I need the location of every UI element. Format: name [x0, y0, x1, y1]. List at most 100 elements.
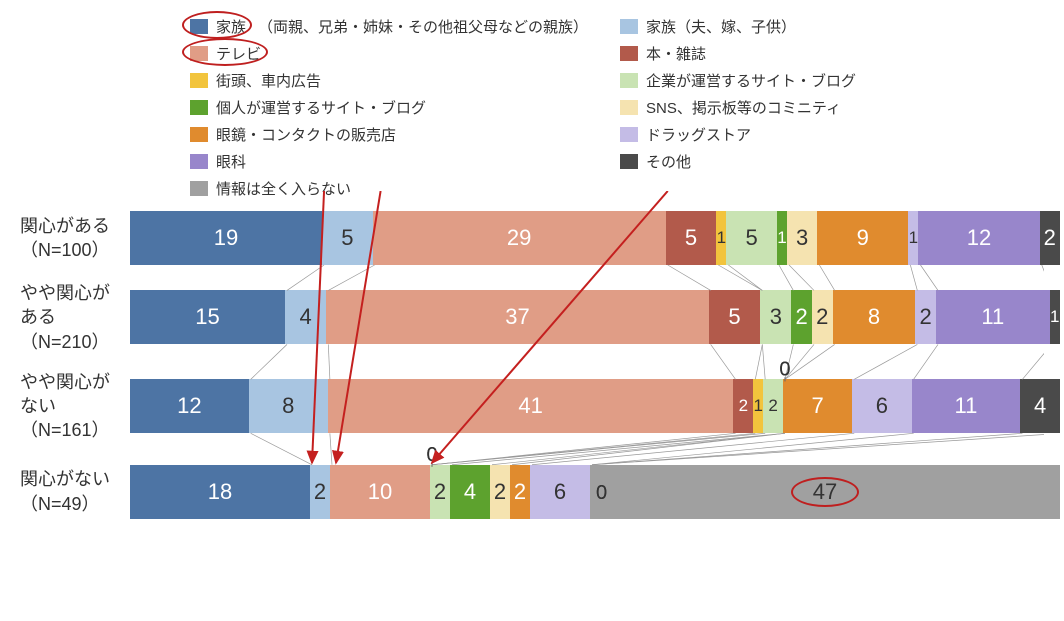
bar-segment: 8	[249, 379, 328, 433]
segment-value: 6	[554, 479, 566, 505]
segment-value: 5	[685, 225, 697, 251]
segment-value: 19	[214, 225, 238, 251]
segment-value: 1	[717, 228, 726, 248]
bar-segment: 2	[915, 290, 936, 344]
segment-value: 2	[1044, 225, 1056, 251]
segment-value: 2	[816, 304, 828, 330]
legend-item: SNS、掲示板等のコミニティ	[620, 97, 920, 118]
bar-segment: 2	[791, 290, 812, 344]
bar-segment: 2	[763, 379, 783, 433]
legend-label: 情報は全く入らない	[216, 178, 351, 199]
bar-segment: 2	[1040, 211, 1060, 265]
segment-value: 1	[777, 228, 786, 248]
bar-segment: 12	[130, 379, 249, 433]
legend-item: 家族 （両親、兄弟・姉妹・その他祖父母などの親族）	[190, 16, 620, 37]
bar-segment: 5	[726, 211, 777, 265]
bar-segment: 11	[912, 379, 1021, 433]
legend-label: 家族	[216, 16, 246, 37]
legend-label: 眼科	[216, 151, 246, 172]
bar-segment: 5	[666, 211, 717, 265]
bar-segment: 19	[130, 211, 322, 265]
segment-value: 3	[796, 225, 808, 251]
bar-segment: 18	[130, 465, 310, 519]
segment-value: 1	[753, 396, 762, 416]
legend-item: テレビ	[190, 43, 620, 64]
segment-value: 4	[464, 479, 476, 505]
row-label: やや関心がある（N=210）	[20, 281, 130, 354]
bar-segment: 1	[777, 211, 787, 265]
segment-value: 4	[300, 304, 312, 330]
bar-segment: 2	[812, 290, 833, 344]
bar-segment: 37	[326, 290, 708, 344]
legend-item: 眼鏡・コンタクトの販売店	[190, 124, 620, 145]
legend-label: その他	[646, 151, 691, 172]
bar-segment: 1	[1050, 290, 1060, 344]
chart-row: 関心がない（N=49）182102422647	[20, 465, 1044, 519]
legend-swatch	[190, 154, 208, 169]
chart-row: 関心がある（N=100）195295151391122	[20, 211, 1044, 265]
legend-item: 家族（夫、嫁、子供）	[620, 16, 920, 37]
segment-value: 5	[746, 225, 758, 251]
bar-segment: 12	[918, 211, 1039, 265]
bar-segment: 2	[310, 465, 330, 519]
legend-swatch	[620, 19, 638, 34]
bar-segment: 4	[285, 290, 326, 344]
bar-segment: 6	[852, 379, 911, 433]
segment-value: 1	[1050, 307, 1059, 327]
legend-note: （両親、兄弟・姉妹・その他祖父母などの親族）	[258, 16, 588, 37]
legend-swatch	[190, 46, 208, 61]
legend-item: 個人が運営するサイト・ブログ	[190, 97, 620, 118]
segment-value: 10	[368, 479, 392, 505]
legend-label: 本・雑誌	[646, 43, 706, 64]
legend-swatch	[620, 100, 638, 115]
legend-item: 情報は全く入らない	[190, 178, 620, 199]
chart-row: やや関心がある（N=210）15437532282111	[20, 281, 1044, 354]
legend-label: 家族（夫、嫁、子供）	[646, 16, 796, 37]
bar-segment: 47	[590, 465, 1060, 519]
stacked-bar: 182102422647	[130, 465, 1060, 519]
segment-value: 41	[518, 393, 542, 419]
bar-segment: 3	[787, 211, 817, 265]
legend-label: 個人が運営するサイト・ブログ	[216, 97, 426, 118]
segment-value: 8	[282, 393, 294, 419]
bar-segment: 1	[716, 211, 726, 265]
segment-value: 47	[813, 479, 837, 505]
legend-swatch	[620, 154, 638, 169]
segment-value: 15	[195, 304, 219, 330]
segment-value: 12	[967, 225, 991, 251]
legend-item: その他	[620, 151, 920, 172]
legend-swatch	[620, 127, 638, 142]
bar-segment: 2	[430, 465, 450, 519]
legend: 家族 （両親、兄弟・姉妹・その他祖父母などの親族） テレビ街頭、車内広告個人が運営す…	[190, 16, 1044, 199]
stacked-bar-chart: 関心がある（N=100）195295151391122やや関心がある（N=210…	[20, 211, 1044, 519]
legend-label: 企業が運営するサイト・ブログ	[646, 70, 856, 91]
legend-swatch	[620, 73, 638, 88]
segment-value: 2	[494, 479, 506, 505]
legend-item: 眼科	[190, 151, 620, 172]
segment-value: 37	[505, 304, 529, 330]
legend-item: ドラッグストア	[620, 124, 920, 145]
bar-segment: 1	[753, 379, 763, 433]
legend-label: 眼鏡・コンタクトの販売店	[216, 124, 396, 145]
legend-item: 街頭、車内広告	[190, 70, 620, 91]
legend-swatch	[620, 46, 638, 61]
segment-value: 7	[811, 393, 823, 419]
segment-value: 2	[768, 396, 777, 416]
segment-value: 2	[314, 479, 326, 505]
legend-label: テレビ	[216, 43, 261, 64]
bar-segment: 5	[709, 290, 761, 344]
bar-segment: 8	[833, 290, 916, 344]
bar-segment: 1	[908, 211, 918, 265]
segment-value: 11	[955, 393, 978, 419]
segment-value: 1	[909, 228, 918, 248]
stacked-bar: 195295151391122	[130, 211, 1060, 265]
segment-value: 18	[208, 479, 232, 505]
segment-value: 11	[981, 304, 1004, 330]
legend-swatch	[190, 127, 208, 142]
segment-value: 9	[857, 225, 869, 251]
chart-row: やや関心がない（N=161）1284121276114	[20, 370, 1044, 443]
legend-label: ドラッグストア	[646, 124, 751, 145]
bar-segment: 5	[322, 211, 373, 265]
legend-swatch	[190, 181, 208, 196]
bar-segment: 9	[817, 211, 908, 265]
